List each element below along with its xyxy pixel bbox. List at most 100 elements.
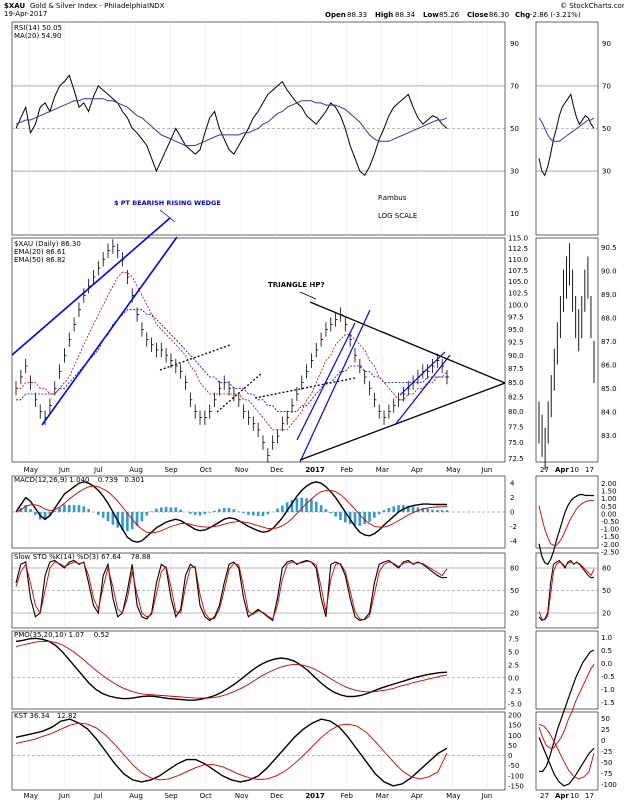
- inset-pmo-y-tick: 0.0: [601, 660, 612, 668]
- price-y-tick: 85.0: [508, 379, 524, 387]
- kst-y-tick: 100: [508, 732, 521, 740]
- pmo-y-tick: 0.0: [508, 674, 519, 682]
- chart-index-name: Gold & Silver Index - Philadelphia: [30, 2, 147, 10]
- legend-entry: MACD(12,26,9) 1.040: [14, 476, 89, 484]
- macd-histogram-bar: [150, 511, 153, 512]
- inset-x-label: 10: [570, 466, 579, 474]
- macd-histogram-bar: [373, 512, 376, 518]
- inset-pmo-y-tick: -0.5: [601, 673, 615, 681]
- macd-histogram-bar: [314, 501, 318, 512]
- author-label: Rambus: [378, 194, 407, 202]
- price-y-tick: 112.5: [508, 245, 528, 253]
- macd-histogram-bar: [251, 512, 255, 516]
- macd-histogram-bar: [392, 506, 396, 512]
- x-axis-month-label: Feb: [341, 792, 354, 800]
- macd-histogram-bar: [24, 505, 27, 512]
- sto-y-tick: 50: [510, 587, 519, 595]
- macd-histogram-bar: [130, 512, 134, 530]
- panel-frame: [11, 237, 506, 463]
- x-axis-month-label: 2017: [305, 466, 325, 474]
- price-y-tick: 75.0: [508, 439, 524, 447]
- rsi-y-tick: 30: [510, 168, 519, 176]
- macd-histogram-bar: [353, 512, 357, 526]
- sto-y-tick: 80: [510, 565, 519, 573]
- inset-pmo-signal-line: [538, 664, 595, 749]
- pmo-y-tick: -5.0: [508, 700, 522, 708]
- x-axis-month-label: May: [24, 792, 38, 800]
- macd-histogram-bar: [387, 507, 391, 512]
- chart-date: 19-Apr-2017: [4, 10, 47, 18]
- macd-histogram-bar: [67, 505, 71, 512]
- kst-y-tick: -50: [508, 762, 519, 770]
- kst-y-tick: 0: [508, 752, 512, 760]
- close-value: 86.30: [489, 11, 509, 19]
- inset-macd-y-tick: -1.50: [601, 533, 619, 541]
- pmo-y-tick: 2.5: [508, 661, 519, 669]
- macd-histogram-bar: [285, 502, 289, 512]
- x-axis-month-label: Apr: [411, 792, 423, 800]
- inset-kst-line: [538, 737, 595, 787]
- x-axis-month-label: May: [24, 466, 38, 474]
- price-y-tick: 107.5: [508, 267, 528, 275]
- inset-kst-signal-line: [538, 723, 595, 780]
- macd-histogram-bar: [222, 507, 226, 512]
- rsi-y-tick: 90: [510, 40, 519, 48]
- macd-histogram-bar: [295, 498, 299, 512]
- macd-histogram-bar: [276, 508, 279, 512]
- triangle-callout-pointer: [299, 291, 317, 300]
- legend-entry: 0.52: [94, 631, 110, 639]
- ema50-line: [16, 309, 447, 413]
- macd-histogram-bar: [87, 509, 90, 512]
- inset-kst-y-tick: -75: [601, 770, 612, 778]
- inset-macd-signal-line: [538, 499, 595, 546]
- legend-entry: MA(20) 54.90: [14, 32, 61, 40]
- inset-x-label: Apr: [555, 792, 569, 800]
- inset-macd-y-tick: -0.50: [601, 518, 619, 526]
- legend-entry: 78.88: [131, 553, 151, 561]
- price-y-tick: 92.5: [508, 339, 524, 347]
- inset-price-y-tick: 88.0: [601, 315, 617, 323]
- macd-histogram-bar: [377, 512, 381, 515]
- inset-x-label: Apr: [555, 466, 569, 474]
- macd-histogram-bar: [101, 512, 105, 518]
- inset-x-label: 27: [540, 466, 549, 474]
- macd-histogram-bar: [436, 510, 439, 512]
- low-value: 85.26: [439, 11, 460, 19]
- inset-pmo-line: [539, 649, 595, 773]
- stockcharts-credit: © StockCharts.com: [560, 2, 624, 10]
- inset-kst-y-tick: 25: [601, 726, 610, 734]
- x-axis-month-label: Sep: [164, 466, 178, 474]
- inset-x-label: 17: [585, 792, 594, 800]
- sto-y-tick: 20: [510, 610, 519, 618]
- macd-histogram-bar: [368, 512, 371, 522]
- inset-pmo-y-tick: -1.5: [601, 699, 615, 707]
- pmo-y-tick: 5.0: [508, 648, 519, 656]
- macd-histogram-bar: [34, 512, 37, 515]
- price-y-tick: 95.0: [508, 326, 524, 334]
- inset-kst-y-tick: 50: [601, 715, 610, 723]
- price-y-tick: 80.0: [508, 408, 524, 416]
- macd-histogram-bar: [247, 512, 250, 515]
- macd-histogram-bar: [324, 509, 328, 512]
- x-axis-month-label: Nov: [235, 792, 249, 800]
- channel-upper-trendline: [296, 322, 356, 441]
- inset-kst-y-tick: -100: [601, 781, 617, 789]
- scale-label: LOG SCALE: [378, 212, 417, 220]
- inset-price-y-tick: 83.0: [601, 432, 617, 440]
- kst-y-tick: 50: [508, 742, 517, 750]
- panel-frame: [11, 630, 506, 710]
- x-axis-month-label: Sep: [164, 792, 178, 800]
- chart-exchange: INDX: [147, 2, 165, 10]
- price-y-tick: 77.5: [508, 423, 524, 431]
- macd-histogram-bar: [208, 512, 212, 513]
- macd-y-tick: -4: [510, 537, 518, 545]
- x-axis-month-label: Apr: [411, 466, 423, 474]
- macd-y-tick: 2: [510, 494, 514, 502]
- inset-macd-y-tick: 2.00: [601, 480, 617, 488]
- inset-rsi-y-tick: 70: [602, 82, 611, 90]
- macd-histogram-bar: [82, 506, 86, 512]
- macd-histogram-bar: [159, 507, 163, 512]
